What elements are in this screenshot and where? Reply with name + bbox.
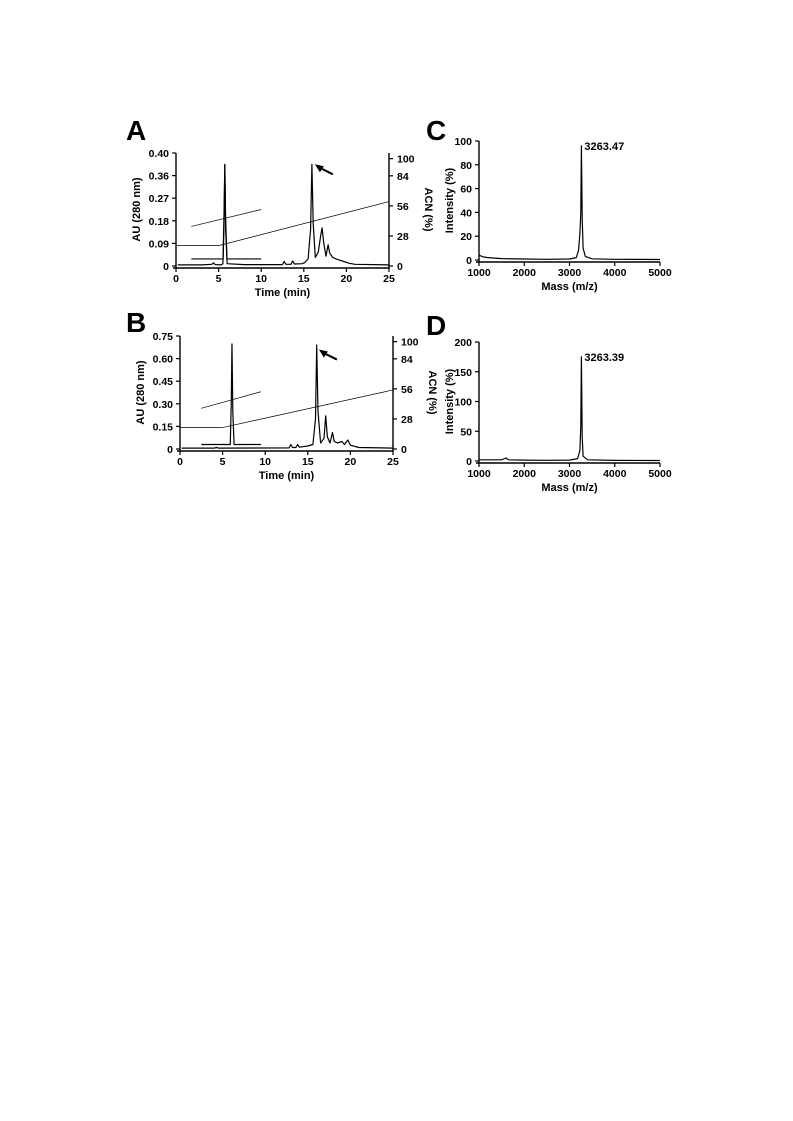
y2-tick-label: 0 <box>397 261 403 273</box>
y2-axis-label: ACN (%) <box>426 371 438 415</box>
peak-mass-label: 3263.39 <box>584 352 624 364</box>
x-axis-label: Mass (m/z) <box>541 482 598 494</box>
chart-panel-a: A0 5 10 15 20 2500.090.180.270.360.4002856841… <box>126 115 434 299</box>
peak-arrow-head <box>314 164 324 173</box>
y2-tick-label: 84 <box>397 171 409 183</box>
chart-panel-c: C 1000 2000 3000 4000 5000 0 20 40 60 80 100 Mass (m… <box>426 115 672 293</box>
series-line <box>478 145 661 261</box>
y-tick-label: 60 <box>460 184 472 196</box>
y-tick-label: 0.60 <box>153 354 174 366</box>
panel-letter-c: C <box>426 115 446 146</box>
y-tick-label: 20 <box>460 231 472 243</box>
x-tick-label: 5000 <box>648 267 672 279</box>
x-tick-label: 25 <box>387 456 399 468</box>
x-tick-label: 25 <box>383 273 395 285</box>
x-tick-label: 3000 <box>558 468 582 480</box>
x-tick-label: 5 <box>220 456 226 468</box>
y-tick-label: 0 <box>167 444 173 456</box>
x-axis-label: Time (min) <box>259 470 315 482</box>
x-tick-label: 15 <box>298 273 310 285</box>
y-tick-label: 0.15 <box>153 421 174 433</box>
y-tick-label: 50 <box>460 426 472 438</box>
x-tick-label: 4000 <box>603 468 627 480</box>
y-axis-label: Intensity (%) <box>444 167 456 233</box>
x-tick-label: 15 <box>302 456 314 468</box>
y-axis-label: AU (280 nm) <box>135 360 147 425</box>
y2-tick-label: 28 <box>401 414 413 426</box>
inset-trace-line <box>201 343 261 446</box>
y2-tick-label: 56 <box>397 201 409 213</box>
x-axis-label: Time (min) <box>255 287 311 299</box>
panel-letter-a: A <box>126 115 146 146</box>
y2-tick-label: 28 <box>397 231 409 243</box>
y2-tick-label: 56 <box>401 384 413 396</box>
peak-arrow-head <box>318 349 328 358</box>
chart-panel-d: D 1000 2000 3000 4000 5000 0 50 100 150 200 Mass (m… <box>426 310 672 494</box>
acn-gradient-line <box>176 201 390 246</box>
x-tick-label: 0 <box>173 273 179 285</box>
series-line <box>479 356 661 462</box>
y-tick-label: 0.30 <box>153 399 174 411</box>
panel-letter-d: D <box>426 310 446 341</box>
y-tick-label: 100 <box>454 397 472 409</box>
y-tick-label: 0.36 <box>149 171 170 183</box>
y-tick-label: 100 <box>454 136 472 148</box>
x-tick-label: 2000 <box>513 267 537 279</box>
acn-gradient-line <box>180 389 394 428</box>
y2-axis-label: ACN (%) <box>422 188 434 232</box>
x-tick-label: 2000 <box>513 468 537 480</box>
y-tick-label: 0 <box>466 456 472 468</box>
y-tick-label: 40 <box>460 207 472 219</box>
x-tick-label: 1000 <box>467 267 491 279</box>
y-tick-label: 0.27 <box>149 193 170 205</box>
panel-letter-b: B <box>126 307 146 338</box>
y-tick-label: 150 <box>454 367 472 379</box>
x-tick-label: 20 <box>341 273 353 285</box>
y2-tick-label: 0 <box>401 444 407 456</box>
y-tick-label: 0.09 <box>149 238 170 250</box>
y2-tick-label: 100 <box>401 337 419 349</box>
y-tick-label: 0 <box>163 261 169 273</box>
y-tick-label: 0.18 <box>149 216 170 228</box>
x-tick-label: 3000 <box>558 267 582 279</box>
y-tick-label: 0.75 <box>153 331 174 343</box>
chart-panel-b: B0 5 10 15 20 2500.150.300.450.600.7502856841… <box>126 307 438 482</box>
x-tick-label: 0 <box>177 456 183 468</box>
y-tick-label: 80 <box>460 160 472 172</box>
y-tick-label: 200 <box>454 337 472 349</box>
y-tick-label: 0 <box>466 255 472 267</box>
x-axis-label: Mass (m/z) <box>541 281 598 293</box>
series-line <box>181 344 394 449</box>
x-tick-label: 10 <box>255 273 267 285</box>
y-tick-label: 0.40 <box>149 148 170 160</box>
x-tick-label: 1000 <box>467 468 491 480</box>
y2-tick-label: 84 <box>401 354 413 366</box>
x-tick-label: 10 <box>259 456 271 468</box>
y-axis-label: Intensity (%) <box>444 368 456 434</box>
y-tick-label: 0.45 <box>153 376 174 388</box>
x-tick-label: 20 <box>345 456 357 468</box>
x-tick-label: 5000 <box>648 468 672 480</box>
y-axis-label: AU (280 nm) <box>131 177 143 242</box>
series-line <box>177 163 390 266</box>
peak-mass-label: 3263.47 <box>584 141 624 153</box>
x-tick-label: 5 <box>216 273 222 285</box>
y2-tick-label: 100 <box>397 154 415 166</box>
x-tick-label: 4000 <box>603 267 627 279</box>
inset-gradient-line <box>191 209 262 227</box>
